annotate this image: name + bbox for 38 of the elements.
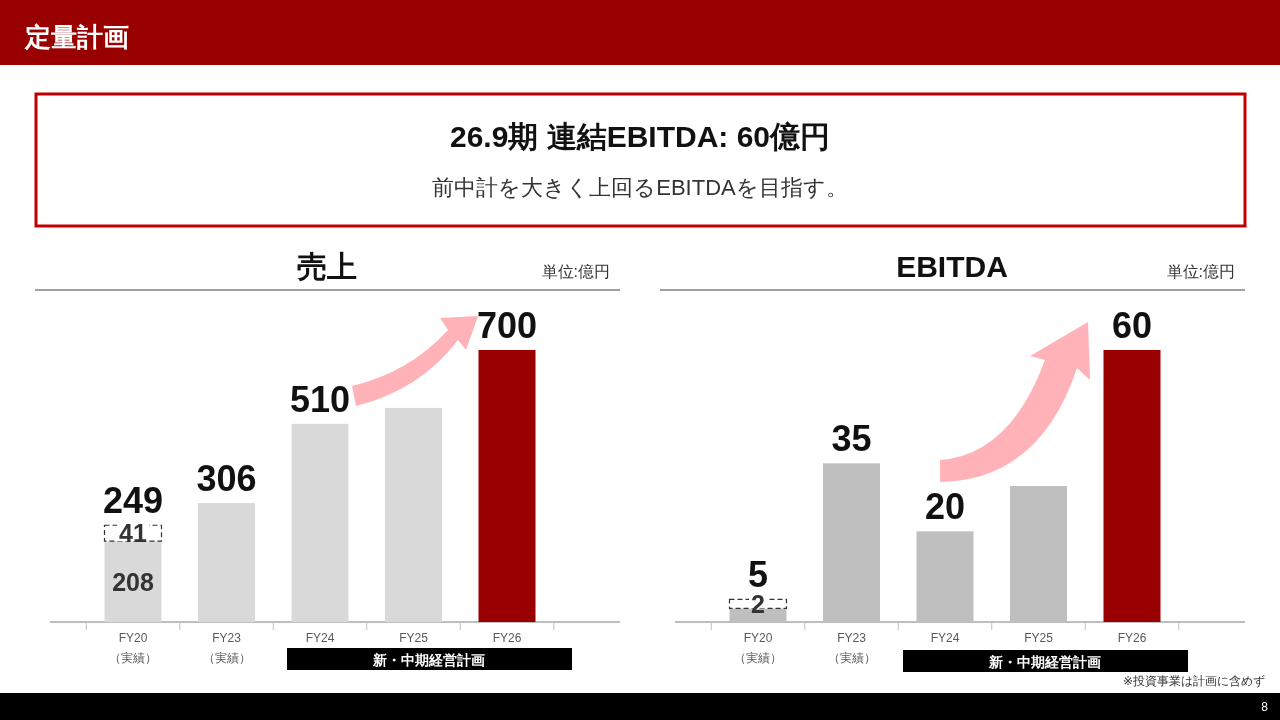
bar <box>291 423 349 622</box>
bar <box>478 350 536 622</box>
bar <box>198 503 255 622</box>
total-label: 20 <box>924 486 966 528</box>
x-tick-label: FY23 （実績） <box>827 631 876 665</box>
chart-subtitle: 単位:億円 <box>1166 263 1235 280</box>
total-label: 700 <box>476 305 538 346</box>
x-tick-label: FY24 <box>930 631 960 645</box>
x-tick-label: FY20 （実績） <box>109 631 157 665</box>
bar <box>1010 486 1067 622</box>
total-label: 306 <box>196 458 257 500</box>
bar <box>823 463 880 622</box>
text: 8 <box>1261 700 1269 714</box>
total-label: 5 <box>747 554 769 596</box>
total-label: 60 <box>1111 305 1153 346</box>
text: 前中計を大きく上回るEBITDAを目指す。 <box>432 175 848 200</box>
chart-subtitle: 単位:億円 <box>541 263 610 280</box>
text: 定量計画 <box>24 22 129 52</box>
total-label: 249 <box>102 480 164 522</box>
text: ※投資事業は計画に含めず <box>1122 674 1265 688</box>
x-tick-label: FY23 （実績） <box>202 631 251 665</box>
x-tick-label: FY20 （実績） <box>734 631 782 665</box>
x-tick-label: FY25 <box>1024 631 1054 645</box>
x-tick-label: FY26 <box>1117 631 1147 645</box>
text: 26.9期 連結EBITDA: 60億円 <box>449 120 831 153</box>
data-label: 41 <box>119 519 147 548</box>
total-label: 35 <box>831 418 872 460</box>
x-tick-label: FY24 <box>305 631 335 645</box>
data-label: 208 <box>112 567 154 596</box>
total-label: 510 <box>289 378 351 420</box>
chart-title: 売上 <box>297 250 357 283</box>
text: 新・中期経営計画 <box>988 654 1101 670</box>
x-tick-label: FY26 <box>492 631 522 645</box>
bar <box>1103 350 1161 622</box>
x-tick-label: FY25 <box>399 631 429 645</box>
bar <box>916 531 974 622</box>
text: 新・中期経営計画 <box>372 652 485 668</box>
chart-title: EBITDA <box>896 250 1008 283</box>
